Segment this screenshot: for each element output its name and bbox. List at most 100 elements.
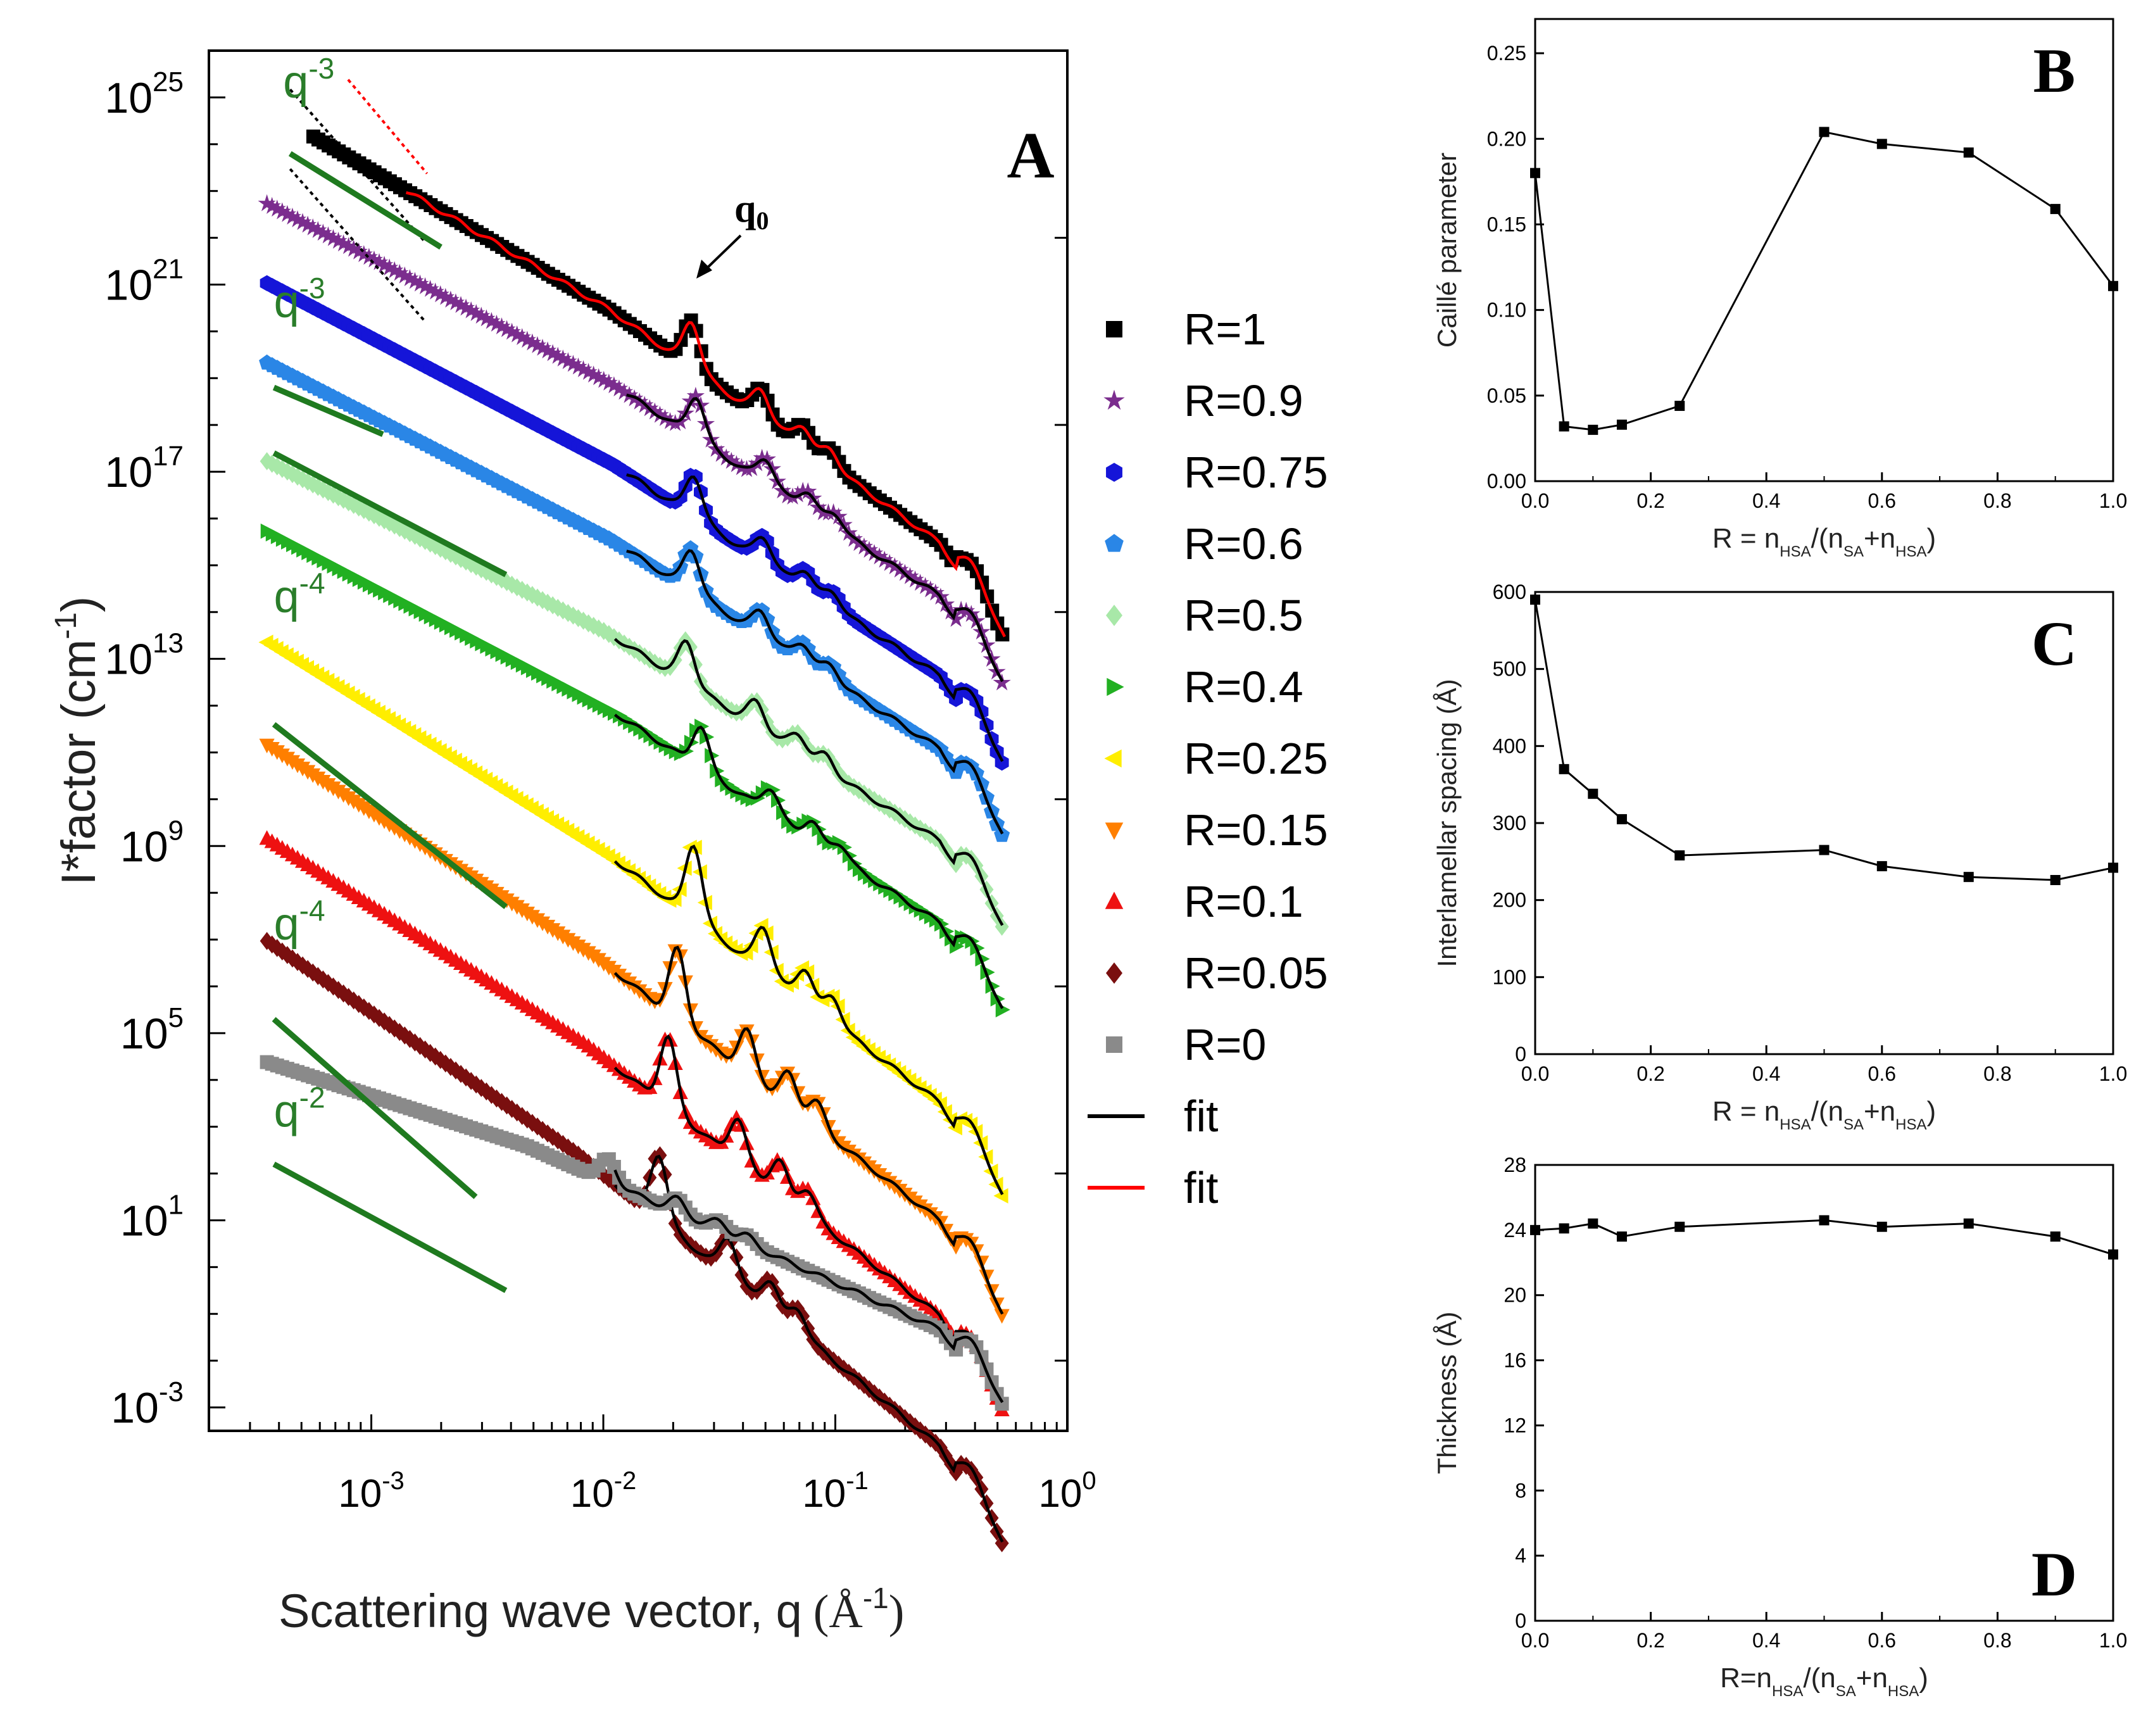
y-tick-label: 101 (120, 1189, 184, 1245)
data-point (326, 485, 341, 504)
data-point (334, 234, 353, 252)
data-point (1588, 424, 1598, 435)
data-point (499, 573, 514, 591)
data-point (717, 448, 736, 466)
y-tick-label: 0 (1515, 1043, 1526, 1066)
x-tick-label: 0.6 (1868, 1629, 1896, 1652)
data-point (824, 503, 843, 520)
q0-arrow-head (696, 260, 712, 279)
legend-label: R=0.25 (1184, 734, 1328, 783)
panel-a-label: A (1007, 119, 1054, 192)
x-tick-label: 0.4 (1752, 1629, 1780, 1652)
data-point (2050, 1231, 2061, 1242)
data-point (538, 341, 557, 359)
panel-label: C (2031, 608, 2077, 679)
legend-fit-label: fit (1184, 1091, 1218, 1141)
data-point (1876, 1221, 1887, 1232)
x-tick-label: 10-2 (570, 1467, 637, 1516)
y-tick-label: 500 (1493, 658, 1526, 681)
data-point (993, 673, 1011, 691)
legend-fit-label: fit (1184, 1163, 1218, 1212)
data-point (370, 253, 389, 270)
data-point (789, 485, 807, 503)
data-point (615, 382, 634, 400)
legend-label: R=1 (1184, 305, 1266, 354)
fit-line (613, 714, 1004, 1009)
data-point (392, 519, 407, 538)
data-point (391, 263, 409, 281)
x-tick-label: 0.8 (1983, 1062, 2011, 1085)
y-axis-title: Caillé parameter (1432, 153, 1462, 348)
y-tick-label: 1021 (104, 253, 184, 309)
data-point (523, 333, 542, 351)
y-tick-label: 300 (1493, 812, 1526, 834)
fit-line (613, 844, 1004, 1195)
series-line (1534, 130, 2114, 431)
fit-line (613, 945, 1004, 1315)
legend-marker (1105, 822, 1124, 840)
power-law-label: q-2 (274, 1081, 325, 1137)
y-axis-title: Interlamellar spacing (Å) (1432, 679, 1462, 967)
data-point (508, 325, 526, 343)
data-point (1530, 168, 1540, 179)
data-point (270, 457, 284, 475)
data-point (525, 586, 539, 605)
data-point (258, 194, 276, 211)
panel-a-plot-area: q-3 q-3 q-4 q-4 q-2 (258, 52, 1011, 1552)
data-point (1674, 401, 1685, 412)
data-point (549, 346, 567, 364)
x-tick-label: 0.4 (1752, 1062, 1780, 1085)
data-point (681, 392, 700, 410)
data-point (541, 593, 555, 612)
data-point (722, 451, 741, 469)
y-tick-label: 24 (1504, 1219, 1526, 1242)
data-point (559, 352, 577, 370)
data-point (324, 229, 342, 246)
data-point (1559, 1223, 1569, 1234)
panel-d: 0.0 0.2 0.4 0.6 0.8 1.0 0 4 8 12 16 20 24 28 Thickness… (1432, 1154, 2127, 1700)
data-point (765, 782, 781, 798)
data-point (467, 304, 486, 321)
data-point (2050, 875, 2061, 886)
data-point (528, 336, 547, 353)
data-point (994, 1309, 1010, 1324)
power-law-guide-line (272, 1017, 478, 1199)
data-point (2108, 862, 2118, 873)
data-point (936, 594, 955, 612)
data-point (1819, 127, 1830, 137)
x-tick-label: 0.6 (1868, 1062, 1896, 1085)
data-point (554, 349, 572, 367)
data-point (995, 1534, 1009, 1552)
q0-label: q0 (734, 187, 769, 235)
data-point (865, 544, 884, 562)
series-R=0.4 (260, 523, 1010, 1017)
data-point (584, 365, 603, 383)
data-point (581, 614, 596, 632)
data-point (436, 287, 455, 305)
data-point (610, 379, 629, 397)
y-tick-label: 16 (1504, 1349, 1526, 1372)
legend-label: R=0.9 (1184, 376, 1303, 425)
data-point (451, 296, 470, 313)
power-law-label: q-3 (274, 272, 325, 327)
legend-label: R=0 (1184, 1020, 1266, 1069)
fit-line (613, 1034, 1004, 1410)
data-point (646, 402, 664, 420)
data-point (566, 607, 581, 625)
data-point (329, 231, 348, 249)
fit-line (613, 638, 1004, 926)
data-point (829, 507, 848, 525)
data-point (594, 370, 613, 388)
data-point (1963, 1218, 1974, 1229)
y-tick-label: 200 (1493, 889, 1526, 912)
data-point (377, 511, 392, 530)
fit-line (613, 1169, 1004, 1404)
data-point (2108, 1249, 2118, 1260)
x-axis-title-text: Scattering wave vector, q (279, 1585, 802, 1637)
data-point (811, 1338, 826, 1356)
power-law-guide-line (272, 450, 508, 577)
data-point (837, 840, 852, 855)
y-tick-label: 0.10 (1487, 299, 1526, 322)
panel-a: 10-3 10-2 10-1 100 102510211017101310910510… (49, 49, 1328, 1638)
data-point (1963, 147, 1974, 158)
